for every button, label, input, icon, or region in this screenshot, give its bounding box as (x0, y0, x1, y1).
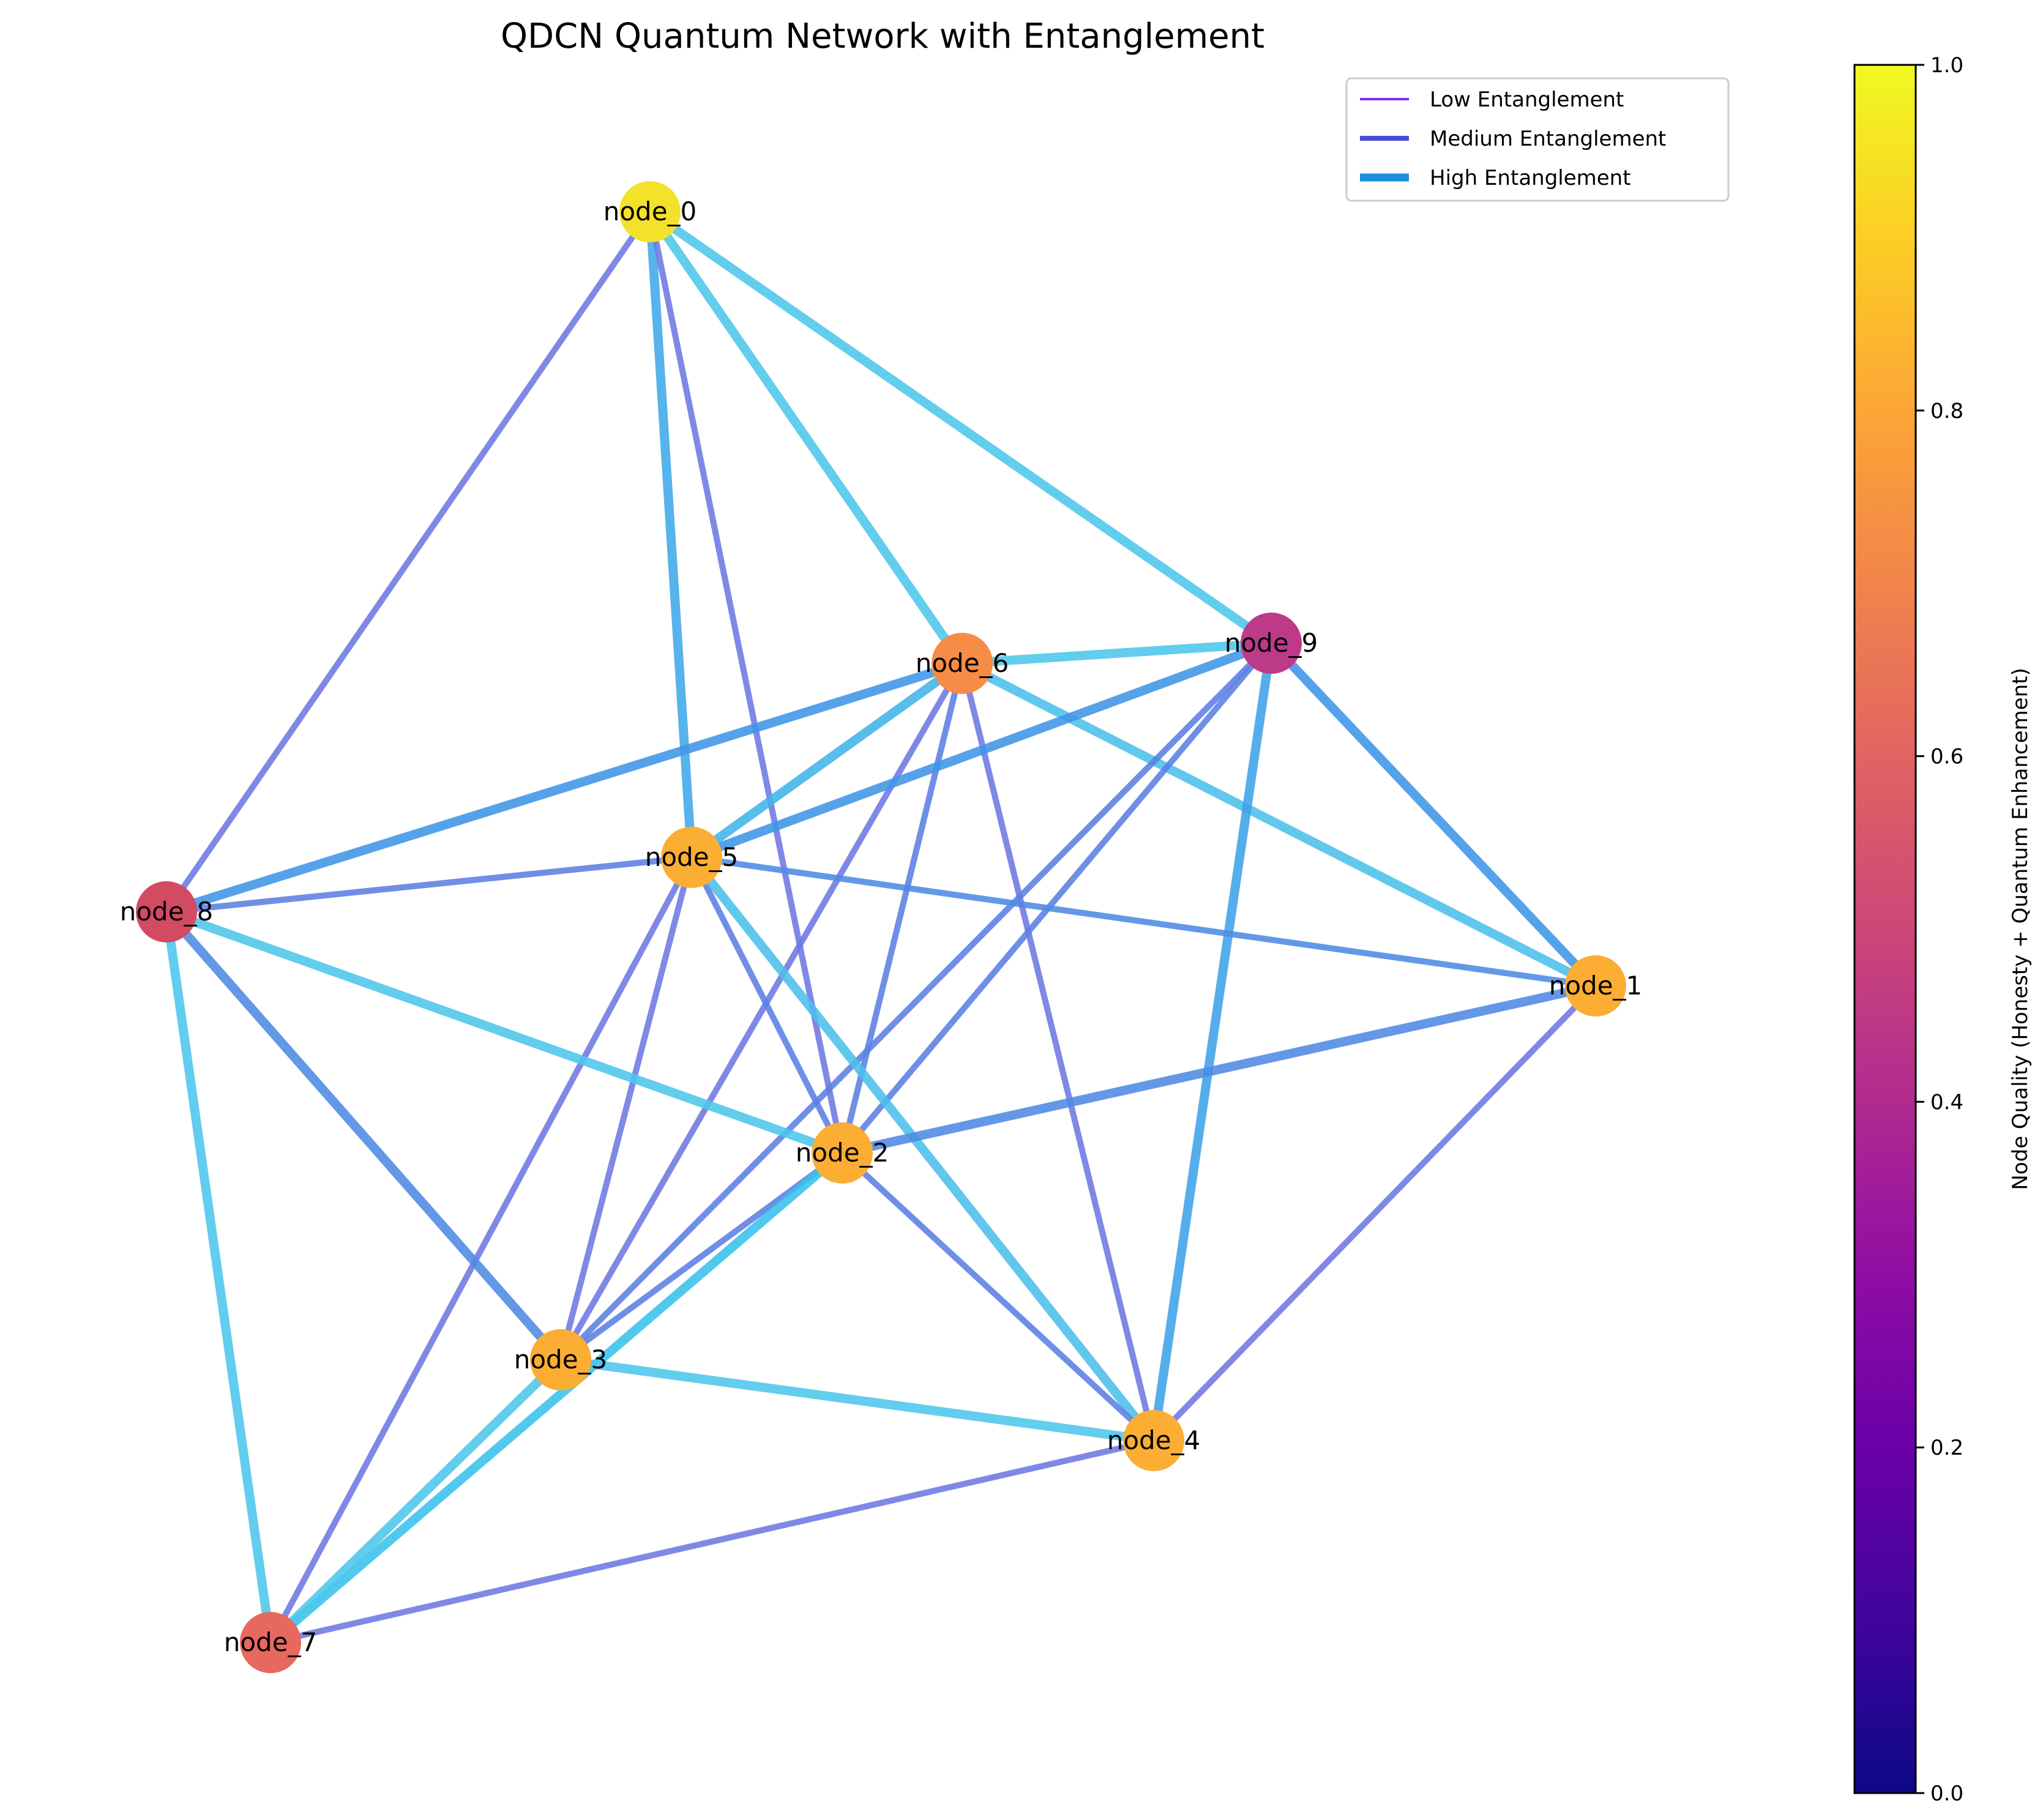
nodes-layer: node_0node_1node_2node_3node_4node_5node… (120, 181, 1643, 1673)
edge-node_8-node_7 (162, 911, 275, 1644)
edge-node_9-node_5 (690, 638, 1273, 862)
colorbar-tick-label: 0.8 (1930, 399, 1963, 423)
edge-node_6-node_9 (962, 638, 1272, 668)
edges-layer (162, 207, 1599, 1646)
legend: Low Entanglement Medium Entanglement Hig… (1345, 77, 1730, 202)
colorbar: 0.0 0.2 0.4 0.6 0.8 1.0 Node Quality (Honesty… (1853, 53, 2033, 1806)
colorbar-tick-label: 0.6 (1930, 745, 1963, 769)
colorbar-label: Node Quality (Honesty + Quantum Enhancem… (2008, 668, 2033, 1190)
node-9-circle[interactable] (1241, 613, 1302, 674)
edge-node_8-node_2 (165, 907, 844, 1158)
edge-node_5-node_2 (689, 856, 845, 1155)
edge-node_8-node_3 (163, 909, 564, 1363)
node-2-label: node_2 (796, 1138, 889, 1168)
edge-node_9-node_4 (1149, 642, 1276, 1442)
edge-node_6-node_5 (689, 659, 965, 862)
legend-label-medium: Medium Entanglement (1430, 127, 1666, 151)
node-8-label: node_8 (120, 897, 214, 927)
node-5-label: node_5 (645, 842, 739, 872)
colorbar-tick-label: 0.2 (1930, 1436, 1963, 1460)
edge-node_2-node_7 (267, 1149, 845, 1646)
node-0-circle[interactable] (619, 181, 681, 242)
node-3-circle[interactable] (530, 1329, 591, 1390)
edge-node_9-node_1 (1268, 640, 1599, 990)
colorbar-gradient (1853, 64, 1917, 1794)
legend-label-low: Low Entanglement (1430, 88, 1624, 112)
colorbar-tick-label: 0.0 (1930, 1781, 1963, 1806)
edge-node_3-node_4 (559, 1355, 1155, 1445)
colorbar-tick-label: 1.0 (1930, 53, 1963, 78)
node-4-label: node_4 (1107, 1425, 1201, 1455)
edge-node_1-node_4 (1151, 983, 1598, 1443)
colorbar-ticks: 0.0 0.2 0.4 0.6 0.8 1.0 (1916, 53, 1963, 1806)
edge-node_5-node_7 (267, 856, 695, 1644)
node-4-circle[interactable] (1123, 1410, 1184, 1471)
node-7-label: node_7 (224, 1627, 318, 1657)
node-5-circle[interactable] (661, 827, 722, 888)
edge-node_6-node_4 (959, 662, 1157, 1442)
edge-node_0-node_2 (647, 211, 845, 1154)
edge-node_5-node_8 (166, 854, 692, 915)
legend-frame (1345, 77, 1730, 202)
legend-label-high: High Entanglement (1430, 166, 1631, 190)
edge-node_9-node_2 (840, 641, 1274, 1155)
node-7-circle[interactable] (240, 1612, 301, 1673)
edge-node_7-node_4 (269, 1438, 1155, 1646)
node-2-circle[interactable] (812, 1122, 873, 1184)
edge-node_9-node_3 (558, 641, 1274, 1362)
edge-node_5-node_4 (688, 854, 1157, 1444)
edge-node_5-node_3 (558, 856, 695, 1361)
edge-node_0-node_9 (647, 207, 1274, 647)
edge-node_1-node_2 (841, 981, 1597, 1158)
node-1-label: node_1 (1549, 971, 1643, 1001)
chart-title: QDCN Quantum Network with Entanglement (501, 17, 1264, 56)
colorbar-tick-label: 0.4 (1930, 1090, 1963, 1114)
node-6-circle[interactable] (932, 633, 993, 694)
edge-node_6-node_1 (960, 659, 1598, 990)
node-9-label: node_9 (1225, 628, 1318, 658)
node-0-label: node_0 (603, 196, 697, 226)
edge-node_5-node_1 (691, 854, 1596, 989)
node-6-label: node_6 (916, 648, 1009, 678)
node-3-label: node_3 (514, 1344, 608, 1374)
node-1-circle[interactable] (1565, 955, 1626, 1016)
node-8-circle[interactable] (136, 881, 197, 942)
edge-node_2-node_4 (840, 1151, 1156, 1443)
edge-node_3-node_7 (267, 1356, 564, 1646)
edge-node_0-node_6 (646, 209, 966, 666)
edge-node_6-node_8 (165, 658, 964, 917)
edge-node_0-node_8 (163, 210, 653, 914)
